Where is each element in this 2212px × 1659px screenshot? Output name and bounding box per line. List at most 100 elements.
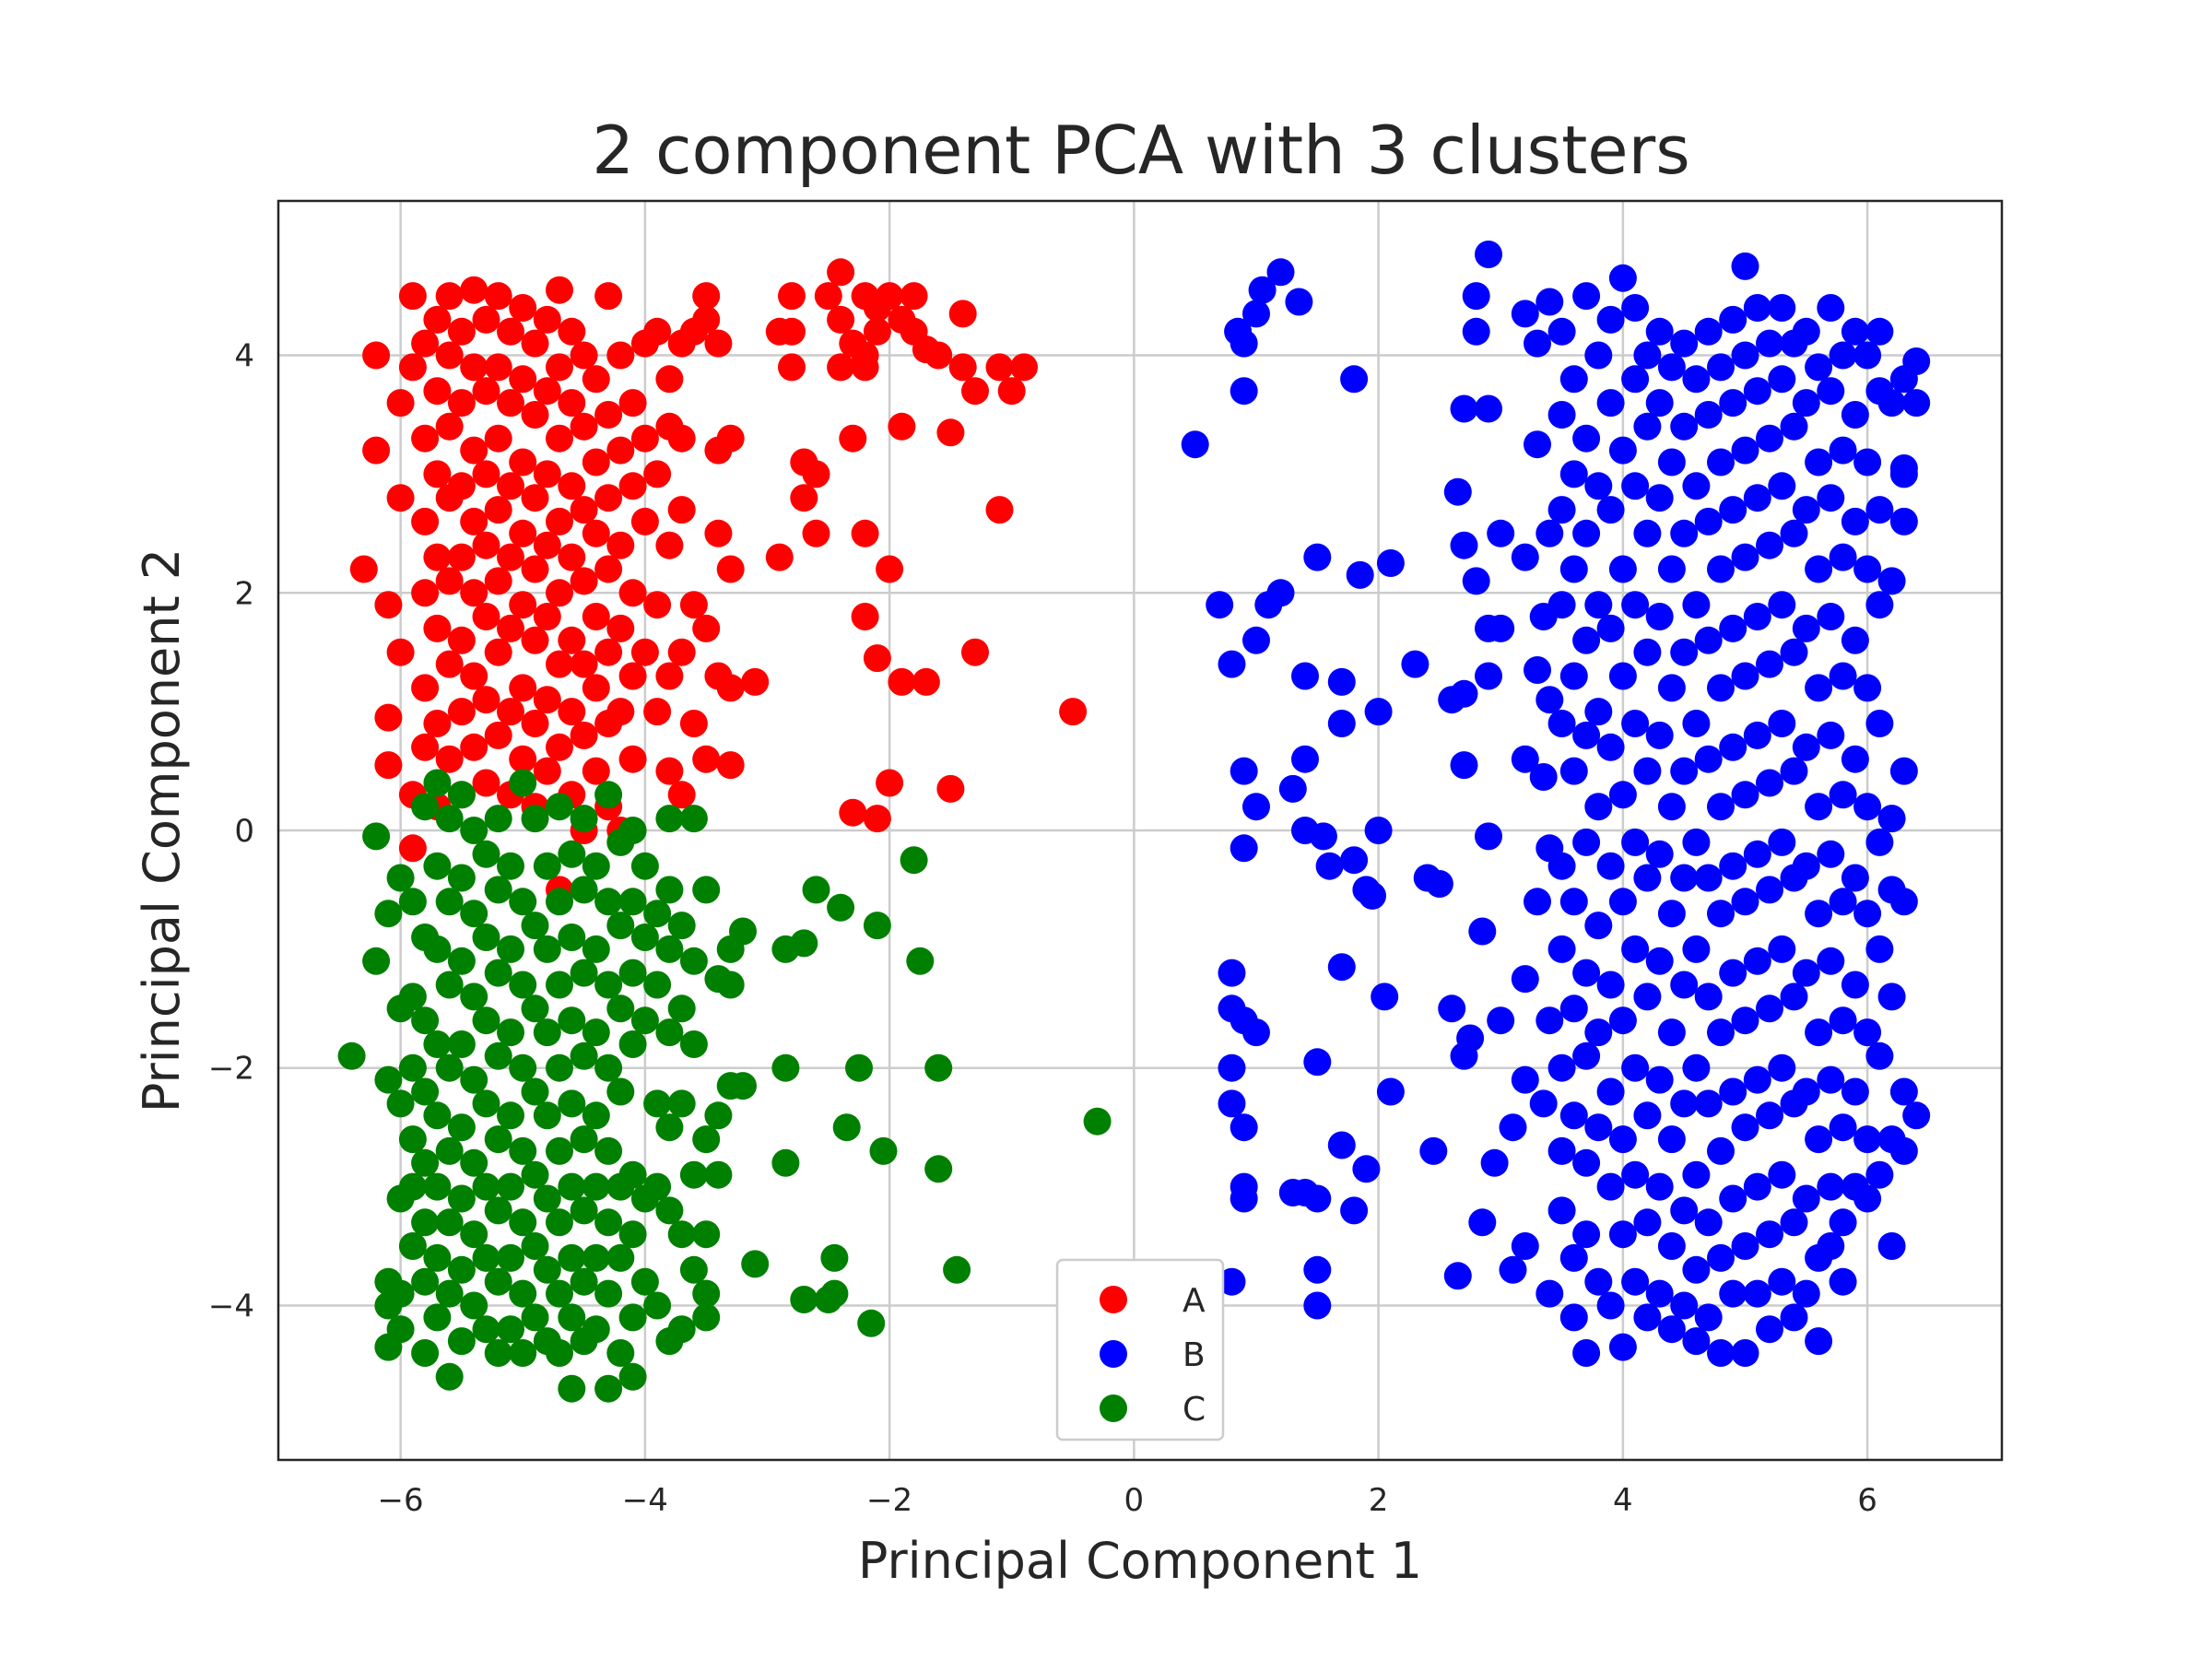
point-A — [863, 317, 891, 346]
legend-marker-B — [1100, 1340, 1127, 1368]
point-B — [1645, 317, 1674, 346]
point-A — [643, 591, 672, 619]
point-C — [692, 1303, 721, 1332]
point-B — [1768, 1267, 1796, 1296]
point-C — [509, 1053, 537, 1082]
point-B — [1645, 1065, 1674, 1094]
point-C — [484, 876, 512, 904]
point-C — [435, 805, 464, 833]
point-A — [594, 638, 623, 666]
point-A — [667, 781, 696, 809]
point-B — [1841, 864, 1869, 892]
point-A — [472, 603, 500, 630]
point-B — [1450, 531, 1478, 559]
point-B — [1768, 365, 1796, 394]
x-tick-label: 0 — [1124, 1482, 1145, 1519]
point-A — [618, 472, 647, 500]
point-B — [1877, 389, 1906, 418]
point-C — [692, 1220, 721, 1249]
point-B — [1511, 745, 1539, 773]
point-B — [1756, 876, 1783, 904]
point-B — [1768, 1053, 1796, 1082]
point-A — [570, 412, 598, 441]
point-C — [655, 935, 684, 963]
point-B — [1805, 900, 1833, 928]
point-A — [435, 341, 464, 370]
point-B — [1707, 353, 1735, 382]
point-C — [1083, 1107, 1112, 1135]
point-A — [533, 686, 561, 714]
point-C — [398, 1053, 427, 1082]
point-A — [741, 667, 770, 696]
point-B — [1877, 805, 1906, 833]
point-B — [1608, 1333, 1637, 1361]
point-A — [618, 389, 647, 418]
point-B — [1309, 822, 1337, 851]
point-B — [1559, 994, 1588, 1023]
point-B — [1817, 603, 1845, 630]
point-B — [1657, 1125, 1686, 1154]
x-tick-label: −4 — [622, 1482, 668, 1519]
point-B — [1682, 710, 1711, 737]
point-B — [1340, 1196, 1369, 1225]
point-B — [1694, 401, 1723, 429]
point-C — [497, 1172, 524, 1201]
point-B — [1756, 1101, 1783, 1130]
point-A — [509, 674, 537, 702]
point-A — [863, 644, 891, 673]
point-A — [606, 531, 635, 559]
point-B — [1475, 394, 1502, 423]
point-A — [546, 733, 573, 761]
point-A — [667, 424, 696, 453]
point-C — [533, 852, 561, 880]
point-A — [435, 567, 464, 595]
point-B — [1865, 591, 1894, 619]
point-C — [533, 1255, 561, 1284]
point-C — [509, 1339, 537, 1367]
point-C — [484, 959, 512, 987]
point-A — [472, 531, 500, 559]
point-B — [1657, 1018, 1686, 1047]
point-C — [386, 1089, 415, 1118]
point-C — [484, 1196, 512, 1225]
point-B — [1559, 555, 1588, 583]
point-B — [1657, 900, 1686, 928]
point-B — [1645, 1172, 1674, 1201]
point-C — [790, 929, 818, 958]
point-B — [1792, 959, 1820, 987]
point-B — [1303, 1184, 1332, 1213]
point-C — [484, 1267, 512, 1296]
point-B — [1877, 982, 1906, 1011]
point-B — [1707, 1339, 1735, 1367]
point-B — [1547, 496, 1576, 524]
point-B — [1889, 1077, 1918, 1106]
point-B — [1376, 1077, 1405, 1106]
point-B — [1670, 1196, 1699, 1225]
point-B — [1633, 757, 1662, 785]
point-A — [484, 353, 512, 382]
point-A — [643, 698, 672, 726]
point-B — [1792, 1184, 1820, 1213]
point-A — [472, 460, 500, 488]
point-B — [1596, 1172, 1625, 1201]
point-C — [679, 947, 708, 975]
point-B — [1278, 774, 1307, 803]
point-C — [558, 924, 586, 951]
point-B — [1266, 258, 1295, 287]
point-B — [1572, 721, 1601, 749]
point-B — [1670, 757, 1699, 785]
point-B — [1572, 1148, 1601, 1177]
point-B — [1743, 603, 1771, 630]
point-C — [546, 1339, 573, 1367]
point-B — [1450, 394, 1478, 423]
point-A — [435, 745, 464, 773]
point-B — [1621, 294, 1650, 322]
point-B — [1547, 852, 1576, 880]
point-A — [814, 282, 842, 311]
point-C — [447, 1030, 476, 1058]
point-C — [582, 1315, 610, 1344]
point-C — [447, 781, 476, 809]
point-A — [606, 341, 635, 370]
point-A — [447, 626, 476, 654]
point-A — [460, 579, 488, 607]
